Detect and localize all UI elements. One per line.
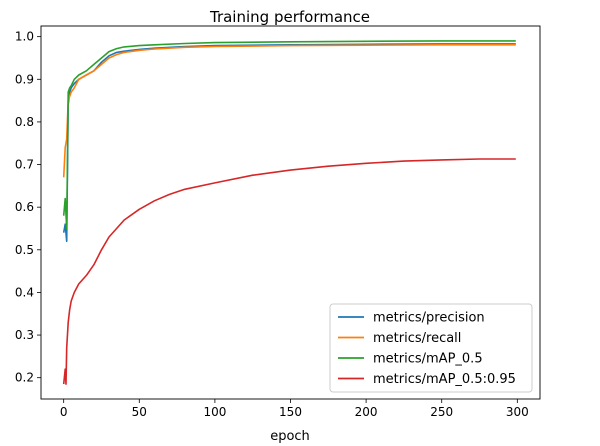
x-tick-label: 200 [355,405,378,419]
y-tick-label: 0.6 [15,200,34,214]
legend-label: metrics/mAP_0.5:0.95 [373,372,516,387]
x-axis-label: epoch [270,429,310,444]
y-tick-label: 0.4 [15,285,34,299]
series-line-2 [62,40,516,230]
x-tick-label: 300 [506,405,529,419]
y-axis: 0.2 0.3 0.4 0.5 0.6 0.7 0.8 0.9 1.0 [15,30,41,385]
y-tick-label: 1.0 [15,30,34,44]
legend: metrics/precision metrics/recall metrics/m… [329,303,533,393]
x-tick-label: 150 [279,405,302,419]
legend-label: metrics/mAP_0.5 [373,352,483,367]
legend-label: metrics/precision [373,311,485,326]
y-tick-label: 0.8 [15,115,34,129]
y-tick-label: 0.7 [15,158,34,172]
x-axis: 0 50 100 150 200 250 300 [60,399,529,419]
series-line-3 [62,158,516,385]
legend-label: metrics/recall [373,331,461,346]
x-tick-label: 0 [60,405,68,419]
series-line-0 [62,43,516,243]
x-tick-label: 50 [132,405,147,419]
x-tick-label: 250 [430,405,453,419]
x-tick-label: 100 [203,405,226,419]
y-tick-label: 0.9 [15,72,34,86]
legend-box [329,303,533,393]
chart-title: Training performance [209,8,370,26]
series-lines [62,40,516,385]
y-tick-label: 0.3 [15,328,34,342]
y-tick-label: 0.5 [15,243,34,257]
y-tick-label: 0.2 [15,371,34,385]
series-line-1 [62,44,516,178]
